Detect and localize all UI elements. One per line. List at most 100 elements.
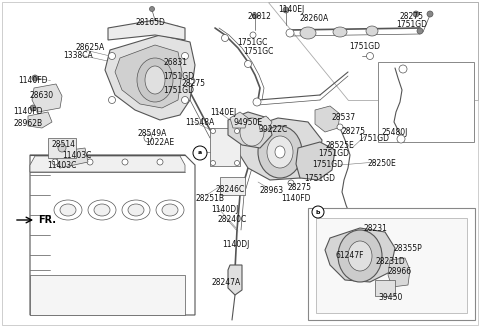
Polygon shape [230,112,248,128]
Ellipse shape [300,27,316,39]
Text: 1751GD: 1751GD [349,42,380,51]
Circle shape [399,65,407,73]
Circle shape [413,11,419,17]
Circle shape [193,146,207,160]
Circle shape [144,134,152,142]
Ellipse shape [240,118,264,146]
Ellipse shape [128,204,144,216]
Circle shape [211,161,216,165]
Text: 28165D: 28165D [136,18,166,27]
Polygon shape [388,258,410,287]
Polygon shape [375,280,395,296]
Text: 1140EJ: 1140EJ [210,108,236,117]
Text: 39222C: 39222C [258,125,287,134]
Polygon shape [238,118,322,180]
Circle shape [181,53,189,60]
Text: 1751GC: 1751GC [237,38,267,47]
Text: 11403C: 11403C [47,161,76,170]
Text: 28625A: 28625A [76,43,105,52]
Circle shape [250,32,256,38]
Text: 1751GD: 1751GD [304,174,335,183]
Circle shape [32,75,38,81]
Polygon shape [268,2,478,100]
Text: 11548A: 11548A [185,118,214,127]
Bar [210,128,240,166]
Circle shape [189,78,195,84]
Ellipse shape [162,204,178,216]
Text: 1751GD: 1751GD [163,86,194,95]
Circle shape [427,11,433,17]
Text: 28549A: 28549A [138,129,168,138]
Circle shape [367,53,373,60]
Text: a: a [198,150,202,156]
Text: 28231D: 28231D [375,257,405,266]
Circle shape [211,129,216,133]
Polygon shape [228,265,242,295]
Text: 1140FD: 1140FD [13,107,43,116]
Circle shape [253,98,261,106]
Text: 1751GD: 1751GD [163,72,194,81]
Text: 28525E: 28525E [325,141,354,150]
Text: 28251B: 28251B [195,194,224,203]
Circle shape [87,159,93,165]
Text: 28963: 28963 [259,186,283,195]
Circle shape [108,96,116,104]
Ellipse shape [122,200,150,220]
Circle shape [122,159,128,165]
Ellipse shape [333,27,347,37]
Polygon shape [28,112,52,128]
Ellipse shape [267,136,293,168]
Text: 39450: 39450 [378,293,402,302]
Circle shape [181,96,189,104]
Circle shape [108,53,116,60]
Ellipse shape [88,200,116,220]
Text: 1751GD: 1751GD [318,149,349,158]
Circle shape [235,129,240,133]
Polygon shape [32,84,62,112]
Polygon shape [55,148,88,168]
Bar [308,208,475,320]
Ellipse shape [156,200,184,220]
Ellipse shape [60,204,76,216]
Ellipse shape [348,241,372,271]
Circle shape [397,135,405,143]
Text: 28275: 28275 [181,79,205,88]
Circle shape [52,159,58,165]
Circle shape [157,159,163,165]
Text: 61247F: 61247F [335,251,363,260]
Circle shape [283,7,289,13]
Circle shape [417,28,423,34]
Text: 28630: 28630 [30,91,54,100]
Polygon shape [30,155,195,315]
Circle shape [337,124,343,130]
Text: 94950E: 94950E [234,118,263,127]
Polygon shape [30,275,185,315]
Text: 28966: 28966 [388,267,412,276]
Text: 26831: 26831 [163,58,187,67]
Ellipse shape [94,204,110,216]
Text: 28962B: 28962B [14,119,43,128]
Text: 28246C: 28246C [216,185,245,194]
Text: 28260A: 28260A [300,14,329,23]
Text: 26812: 26812 [248,12,272,21]
Circle shape [312,206,324,218]
Circle shape [30,105,36,111]
Polygon shape [108,20,185,40]
Ellipse shape [258,126,302,178]
Text: 1022AE: 1022AE [145,138,174,147]
Polygon shape [325,228,395,282]
Ellipse shape [54,200,82,220]
Text: 1338CA: 1338CA [63,51,93,60]
Polygon shape [105,35,195,120]
Text: 1751GD: 1751GD [396,20,427,29]
Circle shape [252,13,257,19]
Text: 28247A: 28247A [212,278,241,287]
Text: 28275: 28275 [342,127,366,136]
Text: 28275: 28275 [287,183,311,192]
Circle shape [221,35,228,42]
Text: 28240C: 28240C [218,215,247,224]
Text: 1140FD: 1140FD [281,194,311,203]
Bar [378,62,474,142]
Text: 11403C: 11403C [62,151,91,160]
Circle shape [288,180,294,186]
